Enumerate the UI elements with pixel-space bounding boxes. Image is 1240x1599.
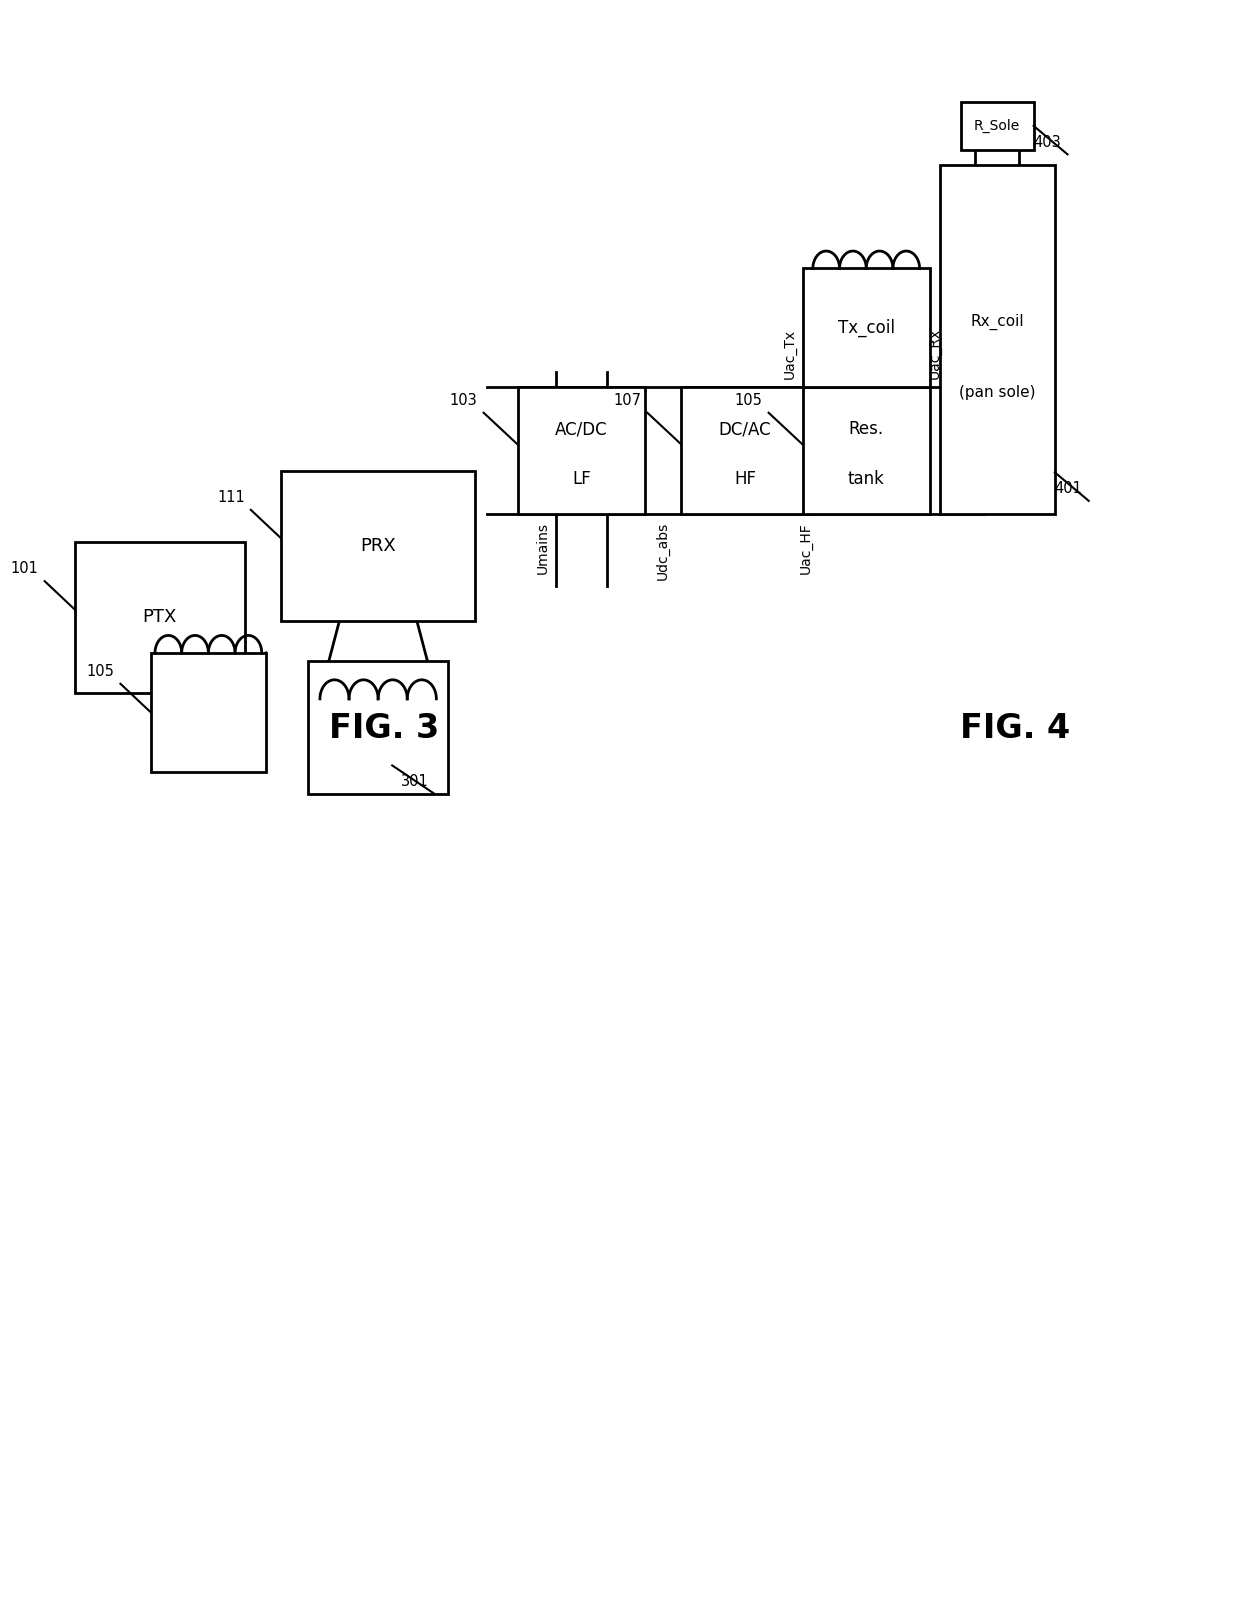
Text: HF: HF [734, 470, 756, 488]
Text: Uac_HF: Uac_HF [799, 523, 812, 574]
Text: 107: 107 [614, 393, 641, 408]
Text: Umains: Umains [536, 523, 549, 574]
Text: DC/AC: DC/AC [719, 421, 771, 438]
Text: R_Sole: R_Sole [975, 118, 1021, 133]
FancyBboxPatch shape [802, 387, 930, 515]
Text: (pan sole): (pan sole) [959, 385, 1035, 400]
FancyBboxPatch shape [961, 102, 1034, 150]
Text: 105: 105 [87, 664, 114, 680]
Text: AC/DC: AC/DC [556, 421, 608, 438]
FancyBboxPatch shape [802, 269, 930, 387]
FancyBboxPatch shape [517, 387, 645, 515]
Text: 403: 403 [1034, 134, 1061, 150]
FancyBboxPatch shape [281, 470, 475, 620]
Text: 301: 301 [401, 774, 429, 790]
Text: PTX: PTX [143, 608, 177, 627]
Text: Rx_coil: Rx_coil [971, 315, 1024, 331]
FancyBboxPatch shape [308, 660, 449, 795]
Text: 401: 401 [1055, 481, 1083, 496]
FancyBboxPatch shape [940, 165, 1055, 515]
Text: 103: 103 [450, 393, 477, 408]
Text: FIG. 3: FIG. 3 [329, 712, 439, 745]
Text: 101: 101 [11, 561, 38, 576]
FancyBboxPatch shape [681, 387, 808, 515]
Text: PRX: PRX [361, 537, 396, 555]
FancyBboxPatch shape [151, 652, 265, 772]
Text: Uac_Tx: Uac_Tx [782, 329, 796, 379]
Text: FIG. 4: FIG. 4 [960, 712, 1070, 745]
Text: Tx_coil: Tx_coil [838, 318, 895, 337]
Text: tank: tank [848, 470, 884, 488]
FancyBboxPatch shape [74, 542, 244, 692]
Text: 111: 111 [217, 489, 244, 505]
Text: Udc_abs: Udc_abs [656, 523, 670, 580]
Text: Uac_Rx: Uac_Rx [928, 328, 941, 379]
Text: 105: 105 [734, 393, 763, 408]
Text: Res.: Res. [848, 421, 884, 438]
Text: LF: LF [572, 470, 590, 488]
